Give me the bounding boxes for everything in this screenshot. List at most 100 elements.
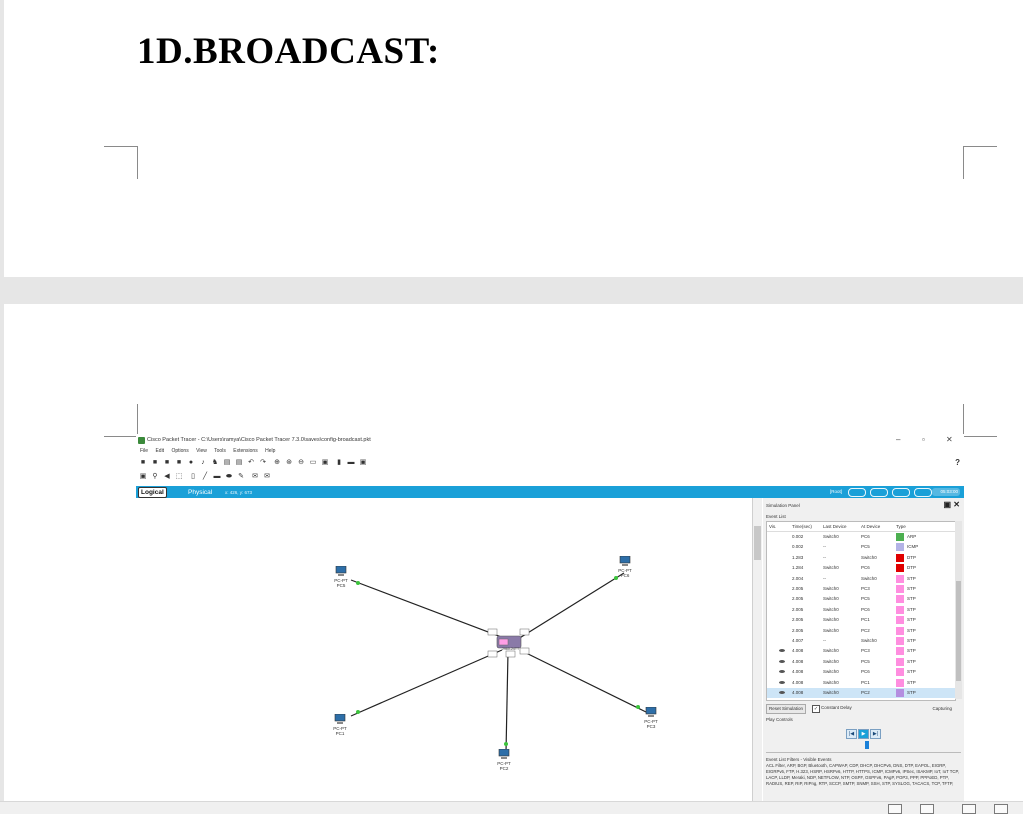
add-complex-pdu-icon[interactable]: ✉ [264, 473, 270, 480]
draw-ellipse-icon[interactable]: ⬬ [226, 473, 232, 480]
event-row[interactable]: 2.005 Switch0 PC1 STP [767, 615, 955, 625]
menu-edit[interactable]: Edit [155, 448, 165, 454]
event-list-header: Vis. Time(sec) Last Device At Device Typ… [767, 522, 955, 532]
menu-extensions[interactable]: Extensions [233, 448, 258, 454]
wizard-icon[interactable]: ♪ [201, 459, 205, 466]
menu-help[interactable]: Help [265, 448, 276, 454]
print-icon[interactable]: ■ [176, 459, 182, 466]
scrollbar-thumb[interactable] [956, 581, 961, 681]
drawing-palette-icon[interactable]: ▭ [309, 459, 317, 466]
help-icon[interactable]: ? [955, 458, 960, 467]
draw-rect-icon[interactable]: ▬ [213, 473, 221, 480]
zoom-out-icon[interactable]: ⊖ [298, 459, 304, 466]
freeform-icon[interactable]: ✎ [238, 473, 244, 480]
zoom-in-icon[interactable]: ⊕ [274, 459, 280, 466]
topology-canvas[interactable]: PC-PT PC5 PC-PT PC6 PC-PT PC1 PC-PT PC2 … [136, 498, 753, 801]
eye-icon[interactable] [779, 659, 785, 663]
copy-icon[interactable]: ▤ [223, 459, 231, 466]
device-type-label: PC-PT [497, 761, 511, 766]
event-type: STP [907, 596, 916, 602]
new-file-icon[interactable]: ■ [140, 459, 146, 466]
save-icon[interactable]: ■ [164, 459, 170, 466]
event-row[interactable]: 4.007 -- Switch0 STP [767, 636, 955, 646]
device-pc3[interactable]: PC-PT PC3 [644, 706, 658, 729]
play-button[interactable]: ▶ [858, 729, 869, 739]
simulation-clock: 05:03:00 [932, 488, 960, 496]
event-time: 2.005 [792, 617, 804, 623]
event-row[interactable]: 2.005 Switch0 PC5 STP [767, 594, 955, 604]
event-row[interactable]: 1.284 Switch0 PC6 DTP [767, 563, 955, 573]
device-pc1[interactable]: PC-PT PC1 [333, 713, 347, 736]
minimize-button[interactable]: – [896, 435, 901, 444]
eye-icon[interactable] [779, 649, 785, 653]
menu-view[interactable]: View [196, 448, 207, 454]
event-row[interactable]: 4.008 Switch0 PC2 STP [767, 688, 955, 698]
event-row[interactable]: 2.005 Switch0 PC3 STP [767, 584, 955, 594]
place-note-icon[interactable]: ▯ [191, 473, 195, 480]
col-type: Type [896, 524, 906, 529]
event-row[interactable]: 2.005 Switch0 PC2 STP [767, 626, 955, 636]
set-tiled-bg-pill-button[interactable] [914, 488, 932, 497]
event-row[interactable]: 0.002 Switch0 PC6 ARP [767, 532, 955, 542]
scrollbar-thumb[interactable] [754, 526, 761, 560]
event-row[interactable]: 2.005 Switch0 PC6 STP [767, 605, 955, 615]
event-row[interactable]: 4.008 Switch0 PC5 STP [767, 657, 955, 667]
cluster-pill-button[interactable] [892, 488, 910, 497]
tab-physical[interactable]: Physical [188, 489, 213, 496]
event-row[interactable]: 2.004 -- Switch0 STP [767, 574, 955, 584]
event-row[interactable]: 4.008 Switch0 PC1 STP [767, 678, 955, 688]
eye-icon[interactable] [779, 691, 785, 694]
viewport-icon[interactable]: ▬ [347, 459, 355, 466]
device-pc5[interactable]: PC-PT PC5 [334, 565, 348, 588]
undock-icon[interactable]: ▣ [943, 500, 952, 509]
custom-device-icon[interactable]: ▣ [321, 459, 329, 466]
event-type-color-swatch [896, 553, 904, 562]
zoom-reset-icon[interactable]: ⊛ [286, 459, 292, 466]
close-button[interactable]: ✕ [946, 435, 953, 444]
menu-file[interactable]: File [140, 448, 149, 454]
canvas-scrollbar[interactable] [753, 498, 762, 801]
network-info-icon[interactable]: ♞ [211, 459, 219, 466]
draw-line-icon[interactable]: ╱ [202, 473, 208, 480]
undo-icon[interactable]: ↶ [248, 459, 254, 466]
delete-icon[interactable]: ◀ [164, 473, 170, 480]
root-breadcrumb[interactable]: [Root] [830, 489, 843, 494]
panel-close-icon[interactable]: ✕ [953, 500, 960, 509]
inspect-icon[interactable]: ⚲ [152, 473, 158, 480]
reset-simulation-button[interactable]: Reset Simulation [766, 704, 807, 714]
event-list-table[interactable]: Vis. Time(sec) Last Device At Device Typ… [766, 521, 956, 701]
viewport-pill-button[interactable] [870, 488, 888, 497]
paste-icon[interactable]: ▤ [235, 459, 243, 466]
event-row[interactable]: 1.283 -- Switch0 DTP [767, 553, 955, 563]
playback-slider[interactable] [865, 741, 869, 749]
menu-options[interactable]: Options [171, 448, 189, 454]
event-type: STP [907, 648, 916, 654]
open-file-icon[interactable]: ■ [152, 459, 158, 466]
event-time: 0.002 [792, 544, 804, 550]
maximize-button[interactable]: ▫ [922, 435, 925, 444]
nav-pill-button[interactable] [848, 488, 866, 497]
event-type: STP [907, 638, 916, 643]
back-button[interactable]: |◀ [846, 729, 857, 739]
event-type-color-swatch [896, 543, 904, 552]
event-list-scrollbar[interactable] [955, 521, 962, 699]
simulation-panel-title: Simulation Panel [766, 503, 800, 508]
event-row[interactable]: 4.008 Switch0 PC3 STP [767, 646, 955, 656]
event-row[interactable]: 4.008 Switch0 PC6 STP [767, 667, 955, 677]
menu-tools[interactable]: Tools [214, 448, 226, 454]
device-pc2[interactable]: PC-PT PC2 [497, 748, 511, 771]
redo-icon[interactable]: ↷ [260, 459, 266, 466]
info-icon[interactable]: ● [188, 459, 194, 466]
add-simple-pdu-icon[interactable]: ✉ [252, 473, 258, 480]
notes-icon[interactable]: ▮ [337, 459, 341, 466]
forward-button[interactable]: ▶| [870, 729, 881, 739]
tab-logical[interactable]: Logical [138, 487, 167, 498]
device-pc6[interactable]: PC-PT PC6 [618, 555, 632, 578]
eye-icon[interactable] [779, 680, 785, 684]
eye-icon[interactable] [779, 670, 785, 674]
constant-delay-checkbox[interactable]: ✓ [812, 705, 820, 713]
screenshot-icon[interactable]: ▣ [359, 459, 367, 466]
resize-icon[interactable]: ⬚ [175, 473, 183, 480]
select-icon[interactable]: ▣ [139, 473, 147, 480]
event-row[interactable]: 0.002 -- PC5 ICMP [767, 542, 955, 552]
